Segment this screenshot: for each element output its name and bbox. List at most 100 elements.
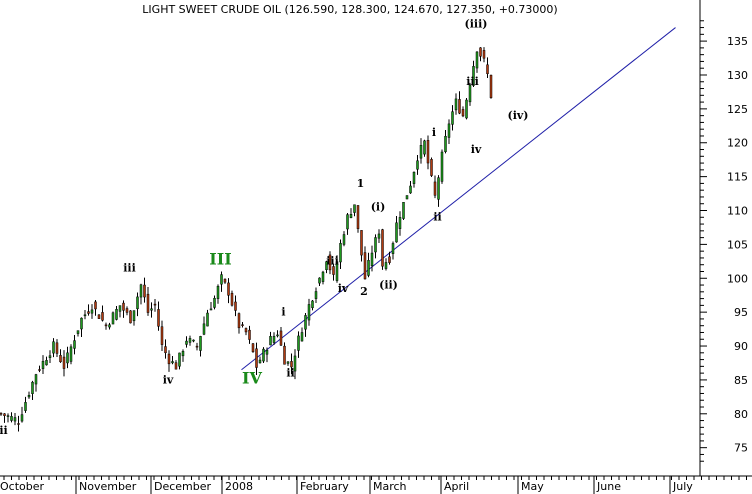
candle (150, 302, 153, 318)
candle (398, 211, 402, 236)
candle-body (195, 345, 199, 348)
candle-body (391, 243, 395, 254)
candle (167, 350, 171, 372)
candle (461, 106, 465, 118)
candle (356, 205, 360, 233)
candle-body (146, 293, 150, 313)
candles (0, 47, 493, 432)
candle (157, 301, 160, 331)
x-tick-label: February (300, 480, 349, 493)
candle-body (321, 271, 325, 282)
wave-label: iii (326, 255, 339, 268)
wave-label: ii (0, 424, 8, 437)
y-tick-label: 120 (727, 137, 748, 150)
candle-body (174, 362, 178, 370)
candle (66, 346, 69, 369)
wave-label: iv (163, 373, 174, 386)
candle (59, 349, 62, 363)
candle (314, 287, 318, 303)
candle-body (335, 261, 339, 281)
candle-body (192, 339, 195, 342)
candle-body (108, 324, 111, 328)
candle-body (423, 140, 426, 155)
candle (188, 335, 192, 346)
y-tick-label: 135 (727, 35, 748, 48)
candle-body (90, 309, 94, 314)
candle (129, 310, 132, 324)
candle-body (328, 254, 332, 271)
candle-body (437, 177, 440, 200)
candle (265, 347, 269, 363)
candle-body (206, 312, 209, 327)
candle (223, 278, 227, 284)
candle (255, 342, 258, 376)
candle-body (244, 328, 248, 333)
y-axis: 75 80 85 90 95 100 105 110 115 120 125 130 135 (700, 20, 748, 462)
candle (353, 204, 356, 217)
candle-body (171, 361, 174, 364)
candle-body (342, 234, 346, 245)
candle-body (447, 123, 451, 138)
candle (328, 251, 332, 275)
candle (279, 326, 283, 346)
candle (125, 306, 129, 316)
candle (234, 295, 237, 317)
candle-body (199, 336, 202, 351)
candle (454, 93, 458, 115)
candle-body (388, 256, 391, 263)
candle (444, 130, 447, 154)
candle (293, 349, 297, 380)
candle (416, 155, 419, 175)
candle-body (367, 260, 370, 276)
candle (304, 312, 307, 337)
candle (363, 246, 367, 280)
candle (479, 47, 482, 62)
candle-body (398, 217, 402, 229)
candle (332, 263, 335, 281)
candle-body (349, 214, 353, 218)
candle-body (395, 222, 398, 243)
candle-body (248, 329, 251, 340)
candle-body (122, 302, 125, 311)
candle (132, 310, 136, 326)
candle (17, 415, 20, 432)
candle (45, 356, 48, 366)
candle (339, 239, 342, 270)
x-tick-label: October (0, 480, 44, 493)
wave-label: (iv) (508, 109, 529, 122)
candle (213, 295, 216, 310)
candle-body (381, 229, 384, 267)
x-tick-label: November (79, 480, 137, 493)
candle-body (83, 314, 87, 317)
candle (311, 299, 314, 311)
candle-body (45, 360, 48, 366)
candle-body (104, 324, 108, 327)
candle-body (59, 355, 62, 363)
y-tick-label: 100 (727, 272, 748, 285)
candle-body (153, 303, 157, 306)
candle (87, 304, 90, 316)
candle (419, 138, 423, 164)
candle (73, 335, 76, 355)
candle-body (52, 341, 55, 354)
trendline-segment (241, 27, 676, 371)
candle (377, 229, 381, 243)
candle (80, 317, 83, 338)
candle (465, 98, 468, 120)
candle (101, 305, 104, 322)
x-tick-label: December (154, 480, 212, 493)
candle-body (157, 309, 160, 327)
candle-body (20, 414, 24, 422)
candle-body (486, 64, 489, 74)
x-tick-label: March (373, 480, 407, 493)
candle (34, 373, 38, 392)
candle (230, 290, 234, 307)
candle-body (332, 266, 335, 275)
candle (335, 255, 339, 283)
candle-body (6, 415, 10, 417)
candle (433, 175, 437, 199)
x-tick-label: June (596, 480, 621, 493)
candle (24, 396, 27, 413)
y-tick-label: 75 (734, 442, 748, 455)
candle (136, 292, 139, 317)
